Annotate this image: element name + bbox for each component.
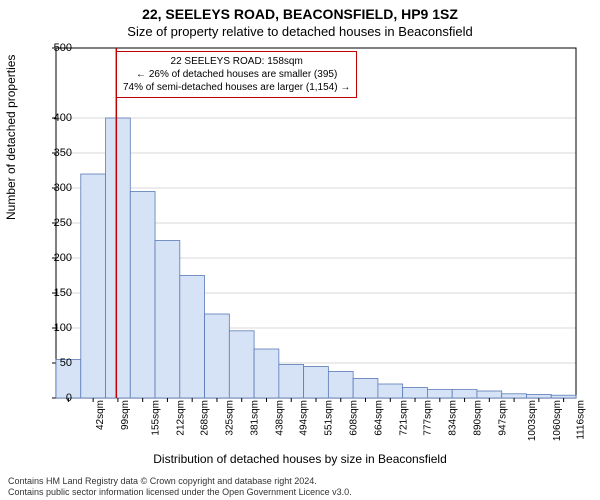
x-tick-label: 438sqm xyxy=(274,400,285,436)
attribution-text: Contains HM Land Registry data © Crown c… xyxy=(8,476,352,498)
y-tick-label: 300 xyxy=(42,182,72,194)
marker-annotation: 22 SEELEYS ROAD: 158sqm ← 26% of detache… xyxy=(116,51,357,98)
annotation-line3: 74% of semi-detached houses are larger (… xyxy=(123,81,350,94)
chart-plot-area: 22 SEELEYS ROAD: 158sqm ← 26% of detache… xyxy=(56,48,576,398)
x-axis-label: Distribution of detached houses by size … xyxy=(0,452,600,466)
x-tick-label: 42sqm xyxy=(95,400,106,430)
attribution-line1: Contains HM Land Registry data © Crown c… xyxy=(8,476,352,487)
x-tick-label: 1060sqm xyxy=(552,400,563,441)
y-tick-label: 350 xyxy=(42,147,72,159)
x-tick-label: 1003sqm xyxy=(527,400,538,441)
page-subtitle: Size of property relative to detached ho… xyxy=(0,22,600,43)
y-tick-label: 500 xyxy=(42,42,72,54)
x-tick-label: 155sqm xyxy=(150,400,161,436)
y-tick-label: 0 xyxy=(42,392,72,404)
x-tick-label: 947sqm xyxy=(497,400,508,436)
y-axis-label: Number of detached properties xyxy=(4,55,18,220)
y-tick-label: 50 xyxy=(42,357,72,369)
x-tick-label: 268sqm xyxy=(200,400,211,436)
y-tick-label: 100 xyxy=(42,322,72,334)
page-title: 22, SEELEYS ROAD, BEACONSFIELD, HP9 1SZ xyxy=(0,0,600,22)
x-tick-label: 1116sqm xyxy=(576,400,587,440)
x-tick-label: 777sqm xyxy=(423,400,434,436)
x-tick-label: 890sqm xyxy=(472,400,483,436)
x-tick-label: 325sqm xyxy=(225,400,236,436)
y-tick-label: 250 xyxy=(42,217,72,229)
histogram-chart xyxy=(56,48,576,398)
x-tick-label: 99sqm xyxy=(120,400,131,430)
annotation-line1: 22 SEELEYS ROAD: 158sqm xyxy=(123,55,350,68)
attribution-line2: Contains public sector information licen… xyxy=(8,487,352,498)
y-tick-label: 400 xyxy=(42,112,72,124)
x-tick-label: 212sqm xyxy=(175,400,186,436)
x-tick-label: 494sqm xyxy=(299,400,310,436)
x-tick-label: 381sqm xyxy=(250,400,261,436)
x-tick-label: 551sqm xyxy=(324,400,335,436)
annotation-line2: ← 26% of detached houses are smaller (39… xyxy=(123,68,350,81)
x-tick-label: 721sqm xyxy=(398,400,409,436)
x-tick-label: 664sqm xyxy=(373,400,384,436)
y-tick-label: 150 xyxy=(42,287,72,299)
x-tick-label: 834sqm xyxy=(448,400,459,436)
y-tick-label: 200 xyxy=(42,252,72,264)
x-tick-label: 608sqm xyxy=(349,400,360,436)
